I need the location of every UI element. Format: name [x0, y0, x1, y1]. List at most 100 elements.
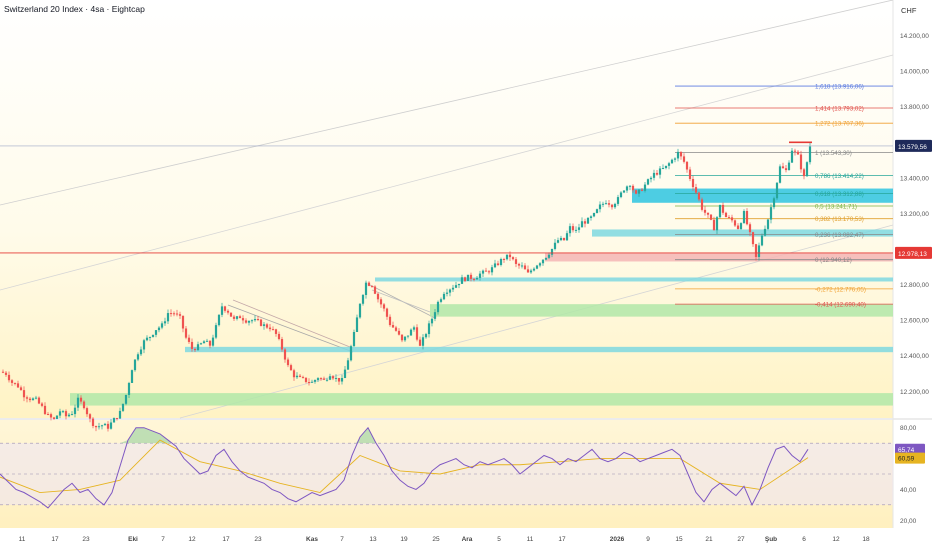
candle-body [115, 418, 119, 420]
candle-body [544, 257, 548, 260]
price-pane-background [0, 0, 893, 418]
candle-body [460, 277, 464, 284]
last-price-label: 13.579,56 [898, 144, 927, 151]
candle-body [808, 146, 812, 163]
candle-body [490, 267, 494, 273]
candle-body [754, 244, 758, 257]
fib-level-label: 1,414 (13.793,02) [815, 105, 864, 112]
candle-body [655, 172, 659, 175]
channel-line [0, 0, 894, 206]
fib-level-label: 0,786 (13.414,22) [815, 173, 864, 180]
candle-body [43, 405, 47, 415]
candle-body [16, 383, 20, 388]
candle-body [394, 327, 398, 331]
price-axis-tick: 13.200,00 [900, 211, 929, 218]
candle-body [610, 204, 614, 208]
x-axis-tick: 17 [51, 536, 59, 543]
candle-body [418, 339, 422, 346]
candle-body [526, 269, 530, 273]
candle-body [640, 189, 644, 191]
candle-body [769, 207, 773, 220]
candle-body [238, 316, 242, 319]
candle-body [148, 336, 152, 338]
rsi-ma-line [0, 439, 809, 494]
candle-body [31, 398, 35, 401]
fib-level-label: 0 (12.940,12) [815, 257, 852, 264]
candle-body [175, 313, 179, 315]
zone-rect [375, 277, 893, 282]
candle-body [631, 185, 635, 191]
candle-body [346, 360, 350, 370]
candle-body [598, 204, 602, 210]
candle-body [364, 282, 368, 295]
x-axis-tick: Şub [765, 536, 777, 543]
candle-body [406, 335, 410, 337]
candle-body [760, 235, 764, 246]
fib-level-label: 0,618 (13.312,88) [815, 191, 864, 198]
candle-body [730, 217, 734, 221]
candle-body [208, 340, 212, 346]
candle-body [436, 301, 440, 313]
candle-body [697, 192, 701, 200]
candle-body [466, 274, 470, 281]
axes-layer: 14.200,0014.000,0013.800,0013.600,0013.4… [19, 33, 932, 543]
candle-body [562, 237, 566, 241]
candle-body [739, 223, 743, 229]
candle-body [253, 318, 257, 321]
candle-body [604, 203, 608, 205]
candle-body [520, 265, 524, 267]
candle-body [244, 320, 248, 323]
fib-level-label: 1 (13.543,30) [815, 150, 852, 157]
candle-body [286, 359, 290, 366]
price-axis-tick: 12.200,00 [900, 389, 929, 396]
candle-body [601, 203, 605, 205]
price-axis-tick: 13.400,00 [900, 175, 929, 182]
candle-body [67, 414, 71, 417]
candle-body [583, 221, 587, 224]
candle-body [217, 314, 221, 326]
candle-body [691, 178, 695, 188]
candle-body [229, 312, 233, 317]
candle-body [343, 369, 347, 379]
rsi-axis-tick: 40,00 [900, 487, 917, 494]
zone-rect [545, 252, 893, 262]
candle-body [574, 229, 578, 231]
red-line-badge [895, 246, 932, 259]
candle-body [52, 417, 56, 419]
fib-level-label: -0,272 (12.776,05) [815, 286, 866, 293]
candle-body [13, 382, 17, 384]
price-axis-tick: 12.600,00 [900, 318, 929, 325]
candle-body [670, 159, 674, 164]
candle-body [10, 380, 14, 383]
rsi-value-badge [895, 443, 925, 455]
candle-body [262, 324, 266, 326]
candle-body [379, 299, 383, 305]
candle-body [634, 190, 638, 194]
candle-body [4, 372, 8, 375]
candle-body [658, 168, 662, 175]
x-axis-tick: 25 [432, 536, 440, 543]
candle-body [472, 278, 476, 280]
x-axis-tick: 23 [254, 536, 262, 543]
candle-body [265, 324, 269, 328]
candle-body [409, 329, 413, 336]
candle-body [145, 337, 149, 341]
candle-body [661, 168, 665, 170]
x-axis-tick: 19 [400, 536, 408, 543]
candle-body [646, 179, 650, 185]
candle-body [274, 329, 278, 334]
currency-label[interactable]: CHF [901, 6, 917, 15]
candle-body [187, 337, 191, 342]
candle-body [496, 263, 500, 265]
fib-level-label: 1,272 (13.707,36) [815, 121, 864, 128]
candle-body [7, 374, 11, 381]
candle-body [64, 411, 68, 417]
candle-body [688, 169, 692, 179]
x-axis-tick: 5 [497, 536, 501, 543]
zone-rect [430, 304, 893, 317]
candle-body [439, 299, 443, 302]
candle-body [73, 407, 77, 415]
candle-body [442, 293, 446, 300]
